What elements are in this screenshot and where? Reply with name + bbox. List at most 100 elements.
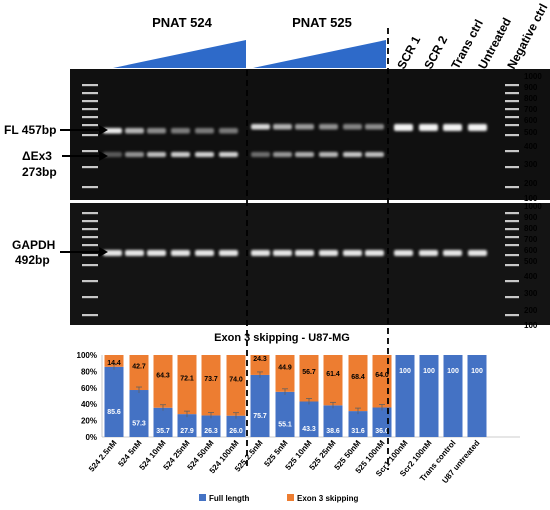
gel-band-gapdh xyxy=(273,250,292,256)
y-tick-label: 60% xyxy=(81,384,97,393)
gel-band-exon3-skipped xyxy=(319,152,338,157)
dex3-size-label: 273bp xyxy=(22,165,57,179)
data-label-exon3-skipping: 24.3 xyxy=(253,356,267,363)
data-label-exon3-skipping: 64.0 xyxy=(375,372,389,379)
ladder-band xyxy=(505,296,519,299)
ladder-band xyxy=(82,108,98,111)
data-label-exon3-skipping: 64.3 xyxy=(156,372,170,379)
control-lane-label: Negative ctrl xyxy=(504,1,550,71)
data-label-full-length: 26.3 xyxy=(204,428,218,435)
legend-label-exon3: Exon 3 skipping xyxy=(297,494,358,503)
bar-full-length xyxy=(395,355,415,437)
bar-exon3-skipping xyxy=(153,355,173,408)
ladder-band xyxy=(82,116,98,119)
bar-exon3-skipping xyxy=(201,355,221,416)
gel-band-gapdh xyxy=(443,250,462,256)
ladder-band xyxy=(82,150,98,153)
ladder-band xyxy=(505,314,519,317)
bar-full-length xyxy=(348,411,368,437)
ladder-band xyxy=(505,108,519,111)
data-label-full-length: 85.6 xyxy=(107,409,121,416)
gel-band-gapdh xyxy=(103,250,122,256)
ladder-band xyxy=(505,264,519,267)
ladder-band xyxy=(505,100,519,103)
ladder-band xyxy=(82,186,98,189)
bar-full-length xyxy=(201,415,221,437)
bar-full-length xyxy=(129,390,149,437)
gel-band-exon3-skipped xyxy=(103,152,122,157)
ladder-band xyxy=(82,212,98,215)
data-label-exon3-skipping: 42.7 xyxy=(132,364,146,371)
bar-full-length xyxy=(467,355,487,437)
ladder-size-label: 600 xyxy=(524,246,538,255)
gel-band-gapdh xyxy=(147,250,166,256)
data-label-full-length: 100 xyxy=(447,368,459,375)
bar-full-length xyxy=(104,366,124,437)
gel-band-gapdh xyxy=(171,250,190,256)
ladder-band xyxy=(505,134,519,137)
ladder-size-label: 800 xyxy=(524,94,538,103)
ladder-band xyxy=(505,186,519,189)
gel-band-gapdh xyxy=(319,250,338,256)
data-label-full-length: 55.1 xyxy=(278,421,292,428)
bar-exon3-skipping xyxy=(275,355,295,392)
gel-band-full-length xyxy=(195,128,214,134)
gel-bottom-panel xyxy=(70,203,550,325)
data-label-full-length: 27.9 xyxy=(180,428,194,435)
stacked-bar-chart: 0% 20% 40% 60% 80% 100% 85.6 14.4 524 2.5nM 57.3 4… xyxy=(77,351,520,485)
ladder-band xyxy=(505,116,519,119)
data-label-exon3-skipping: 14.4 xyxy=(107,360,121,367)
ladder-band xyxy=(505,166,519,169)
ladder-size-label: 500 xyxy=(524,257,538,266)
gapdh-label: GAPDH xyxy=(12,238,55,252)
data-label-full-length: 26.0 xyxy=(229,428,243,435)
bar-full-length xyxy=(299,401,319,437)
data-label-exon3-skipping: 73.7 xyxy=(204,376,218,383)
ladder-band xyxy=(82,84,98,87)
ladder-band xyxy=(82,228,98,231)
bar-full-length xyxy=(226,415,246,437)
ladder-band xyxy=(82,92,98,95)
bar-exon3-skipping xyxy=(129,355,149,391)
gel-band-exon3-skipped xyxy=(295,152,314,157)
ladder-size-label: 400 xyxy=(524,142,538,151)
bar-exon3-skipping xyxy=(104,355,124,367)
data-label-full-length: 36.0 xyxy=(375,428,389,435)
ladder-band xyxy=(505,244,519,247)
gel-band-full-length xyxy=(251,124,270,130)
data-label-full-length: 43.3 xyxy=(302,426,316,433)
ladder-band xyxy=(82,254,98,257)
bar-full-length xyxy=(250,374,270,437)
gapdh-size-label: 492bp xyxy=(15,253,50,267)
fl-arrowhead xyxy=(99,125,108,135)
ladder-band xyxy=(505,84,519,87)
gel-band-full-length xyxy=(273,124,292,130)
ladder-band xyxy=(82,220,98,223)
ladder-size-label: 100 xyxy=(524,194,538,203)
bar-exon3-skipping xyxy=(250,355,270,375)
y-tick-label: 80% xyxy=(81,367,97,376)
bar-exon3-skipping xyxy=(323,355,343,406)
group-label-pnat524: PNAT 524 xyxy=(152,15,212,30)
ladder-band xyxy=(82,236,98,239)
gel-band-full-length xyxy=(365,124,384,130)
ladder-band xyxy=(82,100,98,103)
group-label-pnat525: PNAT 525 xyxy=(292,15,352,30)
ladder-size-label: 1000 xyxy=(524,202,542,211)
gel-band-gapdh xyxy=(195,250,214,256)
fl-band-label: FL 457bp xyxy=(4,123,56,137)
gel-band-gapdh xyxy=(219,250,238,256)
data-label-exon3-skipping: 74.0 xyxy=(229,376,243,383)
data-label-full-length: 100 xyxy=(423,368,435,375)
data-label-full-length: 75.7 xyxy=(253,413,267,420)
bar-exon3-skipping xyxy=(226,355,246,416)
gel-band-exon3-skipped xyxy=(365,152,384,157)
ladder-size-label: 900 xyxy=(524,213,538,222)
ladder-band xyxy=(82,166,98,169)
gel-band-full-length xyxy=(443,124,462,131)
control-lane-label: SCR 1 xyxy=(394,33,423,71)
gel-band-gapdh xyxy=(125,250,144,256)
y-tick-label: 0% xyxy=(85,433,97,442)
bar-full-length xyxy=(443,355,463,437)
legend-swatch-exon3 xyxy=(287,494,294,501)
